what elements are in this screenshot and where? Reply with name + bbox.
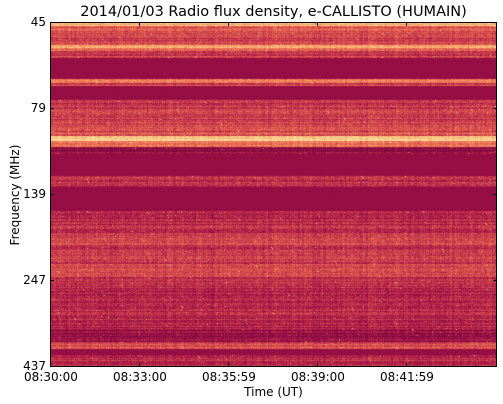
chart-title: 2014/01/03 Radio flux density, e-CALLIST…	[80, 4, 467, 20]
y-tick-mark	[50, 108, 54, 109]
y-tick-mark	[493, 108, 497, 109]
x-tick-mark	[139, 22, 140, 26]
y-axis-label: Frequency (MHz)	[8, 144, 22, 246]
x-axis-label: Time (UT)	[244, 385, 303, 399]
x-tick-label: 08:35:59	[202, 370, 256, 384]
y-tick-mark	[493, 366, 497, 367]
y-tick-mark	[493, 280, 497, 281]
plot-area	[50, 22, 497, 367]
y-tick-mark	[50, 22, 54, 23]
x-tick-mark	[406, 22, 407, 26]
x-tick-mark	[228, 22, 229, 26]
y-tick-label: 45	[30, 15, 46, 29]
x-tick-label: 08:39:00	[291, 370, 345, 384]
y-tick-mark	[493, 194, 497, 195]
x-tick-label: 08:30:00	[24, 370, 78, 384]
y-tick-mark	[493, 22, 497, 23]
x-tick-mark	[139, 363, 140, 367]
x-tick-mark	[317, 363, 318, 367]
x-tick-label: 08:33:00	[113, 370, 167, 384]
x-tick-label: 08:41:59	[380, 370, 434, 384]
y-tick-label: 437	[23, 359, 46, 373]
x-tick-mark	[228, 363, 229, 367]
spectrogram-heatmap	[51, 23, 496, 366]
y-tick-mark	[50, 194, 54, 195]
y-tick-label: 247	[23, 273, 46, 287]
y-tick-mark	[50, 280, 54, 281]
x-tick-mark	[317, 22, 318, 26]
y-tick-label: 139	[23, 187, 46, 201]
x-tick-mark	[50, 22, 51, 26]
y-tick-mark	[50, 366, 54, 367]
x-tick-mark	[50, 363, 51, 367]
y-tick-label: 79	[30, 101, 46, 115]
x-tick-mark	[406, 363, 407, 367]
